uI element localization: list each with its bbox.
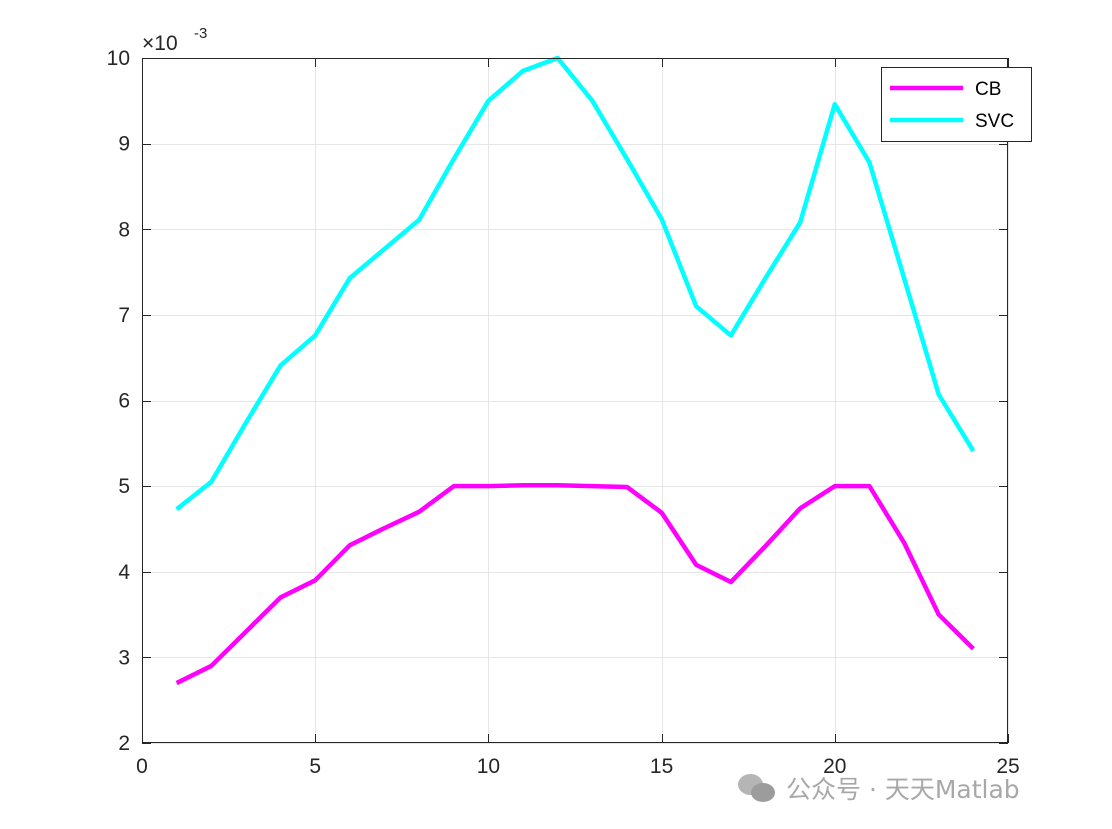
tick-labels: 0 5 10 15 20 25 2 3 4 5 6 7 8 9 10 [107,47,1020,778]
x-tick-label: 15 [650,755,673,778]
y-exponent: ×10 -3 [142,25,207,55]
y-exponent-power: -3 [194,25,207,42]
grid [142,58,1009,744]
y-tick-label: 8 [118,218,130,241]
x-tick-label: 0 [136,755,148,778]
x-tick-label: 20 [823,755,846,778]
y-tick-label: 2 [118,732,130,755]
legend[interactable]: CB SVC [881,67,1032,142]
watermark: 公众号 · 天天Matlab [738,768,1020,808]
watermark-text: 公众号 · 天天Matlab [786,775,1020,804]
plot-area [142,58,1008,743]
x-tick-label: 25 [996,755,1019,778]
y-tick-label: 4 [118,561,130,584]
x-tick-label: 5 [309,755,321,778]
y-tick-label: 3 [118,646,130,669]
ticks [142,58,1009,744]
y-tick-label: 7 [118,304,130,327]
y-tick-label: 10 [107,47,130,70]
wechat-icon [738,772,778,804]
legend-label-cb: CB [975,79,1001,100]
series-group [175,55,976,686]
series-line-cb [175,483,975,686]
series-line-svc [175,55,976,512]
y-exponent-base: ×10 [142,32,178,55]
y-tick-label: 9 [118,133,130,156]
x-tick-label: 10 [477,755,500,778]
y-tick-label: 6 [118,390,130,413]
y-tick-label: 5 [118,475,130,498]
axes-box [142,58,1008,743]
legend-box [881,67,1032,142]
legend-label-svc: SVC [975,111,1014,132]
